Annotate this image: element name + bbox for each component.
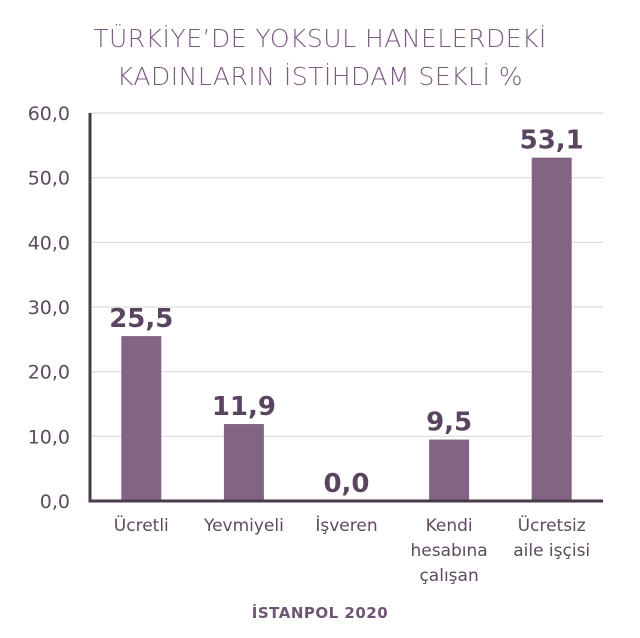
bars xyxy=(121,157,572,501)
data-label-1: 11,9 xyxy=(212,392,276,422)
category-label-0-0: Ücretli xyxy=(114,514,169,536)
category-labels: Ücretli Yevmiyeli İşveren Kendi hesabına çalı… xyxy=(114,514,590,586)
bar-3 xyxy=(429,439,470,501)
category-label-4-1: aile işçisi xyxy=(513,541,590,561)
bar-1 xyxy=(223,424,264,501)
y-tick-label: 30,0 xyxy=(28,297,70,319)
y-axis-ticks: 0,0 10,0 20,0 30,0 40,0 50,0 60,0 xyxy=(28,103,70,513)
data-label-3: 9,5 xyxy=(426,408,472,438)
chart-title-line-2: KADINLARIN İSTİHDAM SEKLİ % xyxy=(116,62,524,91)
gridlines xyxy=(90,112,603,437)
axes xyxy=(88,113,603,503)
category-label-3-0: Kendi xyxy=(426,516,473,536)
category-label-3-2: çalışan xyxy=(419,566,478,586)
y-tick-label: 10,0 xyxy=(28,426,70,448)
category-label-3-1: hesabına xyxy=(410,541,487,561)
category-label-1-0: Yevmiyeli xyxy=(203,516,284,536)
source-label: İSTANPOL 2020 xyxy=(251,604,389,622)
y-tick-label: 40,0 xyxy=(28,232,70,254)
data-labels: 25,5 11,9 0,0 9,5 53,1 xyxy=(109,126,584,499)
category-label-2-0: İşveren xyxy=(315,515,377,536)
category-label-4-0: Ücretsiz xyxy=(518,514,586,536)
y-tick-label: 0,0 xyxy=(40,491,70,513)
data-label-2: 0,0 xyxy=(323,469,369,499)
chart-title-line-1: TÜRKİYE’DE YOKSUL HANELERDEKİ xyxy=(93,24,547,53)
bar-0 xyxy=(121,336,162,501)
data-label-0: 25,5 xyxy=(109,304,173,334)
y-tick-label: 60,0 xyxy=(28,103,70,125)
y-tick-label: 20,0 xyxy=(28,362,70,384)
bar-4 xyxy=(531,157,572,501)
data-label-4: 53,1 xyxy=(520,126,584,156)
y-tick-label: 50,0 xyxy=(28,168,70,190)
